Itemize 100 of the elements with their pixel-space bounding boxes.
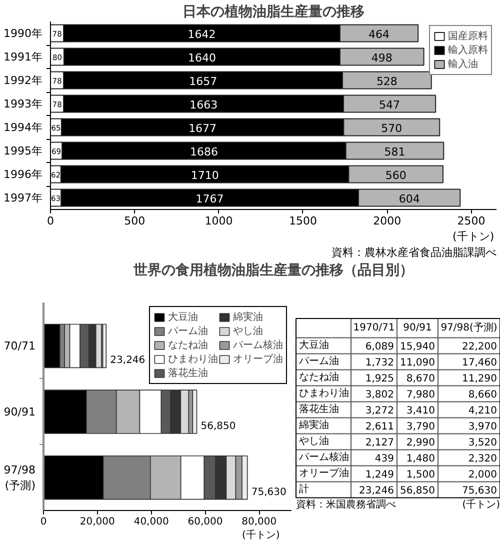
text: 4,210 [468, 406, 498, 417]
text: 6,089 [365, 342, 394, 353]
category-label: 大豆油 [299, 340, 329, 352]
text: 23,246 [359, 486, 394, 497]
y-tick-label: 1991年 [4, 50, 43, 64]
category-label: 綿実油 [299, 420, 329, 432]
total-label: 75,630 [251, 486, 286, 498]
data-label: 464 [368, 28, 390, 41]
data-label: 570 [381, 122, 402, 135]
legend-label: なたね油 [168, 338, 208, 352]
text: 8,660 [468, 390, 498, 401]
data-label: 1657 [189, 74, 218, 88]
text: 3,802 [365, 390, 394, 401]
text: 11,090 [400, 358, 436, 369]
x-tick-label: 1500 [288, 214, 317, 228]
text: 2,611 [365, 422, 394, 433]
x-tick-label: 40,000 [134, 516, 169, 528]
text: 2,990 [406, 438, 436, 449]
x-axis-title: (千トン) [242, 529, 280, 541]
y-tick-label: 1994年 [4, 120, 43, 134]
y-tick-label: 1997年 [4, 191, 43, 204]
x-tick-label: 1000 [204, 214, 233, 228]
total-label: 23,246 [110, 355, 146, 366]
text: 3,410 [406, 406, 436, 417]
x-tick-label: 2000 [373, 214, 402, 228]
legend-label: 綿実油 [233, 310, 263, 324]
category-label: ひまわり油 [299, 388, 349, 400]
category-label: 90/91 [403, 322, 432, 334]
chart-title: 世界の食用植物油脂生産量の推移（品目別） [132, 262, 414, 278]
text: 1,480 [406, 454, 436, 465]
data-label: 1640 [188, 51, 216, 64]
x-tick-label: 0 [47, 214, 54, 228]
text: 11,290 [462, 374, 498, 385]
x-tick-label: 20,000 [80, 516, 115, 528]
y-tick-label: 1993年 [4, 97, 43, 110]
legend-label: ひまわり油 [168, 352, 218, 366]
text: 2,320 [468, 454, 498, 465]
legend-label: 輸入原料 [448, 44, 488, 57]
x-tick-label: 60,000 [188, 516, 223, 528]
category-label: 計 [299, 484, 309, 496]
text: 8,670 [406, 374, 436, 385]
x-tick-label: 80,000 [242, 516, 277, 528]
category-label: 落花生油 [299, 404, 339, 416]
bar [192, 390, 198, 434]
data-label: 547 [379, 98, 400, 112]
category-label: なたね油 [299, 372, 339, 384]
legend-label: 落花生油 [168, 366, 208, 380]
text: 1,925 [365, 374, 394, 385]
text: 3,970 [468, 422, 498, 433]
text: 17,460 [462, 358, 498, 369]
x-tick-label: 500 [124, 214, 146, 228]
text: 75,630 [462, 486, 498, 497]
category-label: パーム油 [299, 356, 339, 368]
y-tick-label: 1996年 [4, 168, 43, 181]
data-label: 560 [385, 168, 406, 182]
data-label: 1686 [190, 145, 218, 158]
y-tick-label: 1992年 [4, 74, 43, 87]
data-label: 1642 [188, 28, 216, 41]
data-label: 581 [384, 145, 406, 158]
text: 3,520 [468, 438, 498, 449]
category-label: やし油 [299, 436, 329, 448]
category-label: オリーブ油 [299, 468, 349, 480]
data-label: 528 [376, 74, 398, 88]
text: 56,850 [400, 486, 436, 497]
text: 資料：農林水産省食品油脂課調べ [332, 246, 496, 259]
text: 7,980 [406, 390, 436, 401]
text: 2,127 [365, 438, 394, 449]
total-label: 56,850 [200, 420, 236, 432]
text: (千トン) [462, 498, 500, 510]
text: 15,940 [400, 342, 436, 353]
category-label: 1970/71 [353, 322, 395, 334]
legend-label: オリーブ油 [233, 352, 283, 366]
y-tick-label: 1995年 [4, 144, 43, 158]
text: 3,272 [365, 406, 394, 417]
category-label: パーム核油 [299, 452, 349, 464]
text: 資料：米国農務省調べ [296, 498, 396, 510]
chart-title: 日本の植物油脂生産量の推移 [182, 3, 364, 20]
legend-label: 国産原料 [448, 30, 488, 43]
x-axis-title: (千トン) [452, 230, 494, 243]
data-label: 1767 [196, 192, 224, 206]
data-label: 604 [398, 192, 420, 206]
y-tick-label: 97/98 (予測) [4, 463, 36, 492]
category-label: 97/98(予測) [440, 322, 498, 334]
legend-label: パーム油 [168, 324, 208, 338]
text: 439 [374, 454, 394, 465]
text: 22,200 [462, 342, 498, 353]
data-label: 1677 [188, 122, 217, 135]
x-tick-label: 2500 [457, 214, 486, 228]
data-label: 498 [371, 51, 392, 64]
text: 1,500 [406, 470, 436, 481]
data-label: 1710 [190, 168, 219, 182]
text: 2,000 [468, 470, 498, 481]
legend-label: 大豆油 [168, 310, 198, 324]
x-tick-label: 0 [40, 516, 47, 528]
text: 1,732 [365, 358, 394, 369]
text: 3,790 [406, 422, 436, 433]
y-tick-label: 90/91 [4, 405, 36, 418]
data-label: 1663 [190, 98, 218, 112]
y-tick-label: 1990年 [4, 26, 43, 40]
y-tick-label: 70/71 [4, 339, 36, 352]
